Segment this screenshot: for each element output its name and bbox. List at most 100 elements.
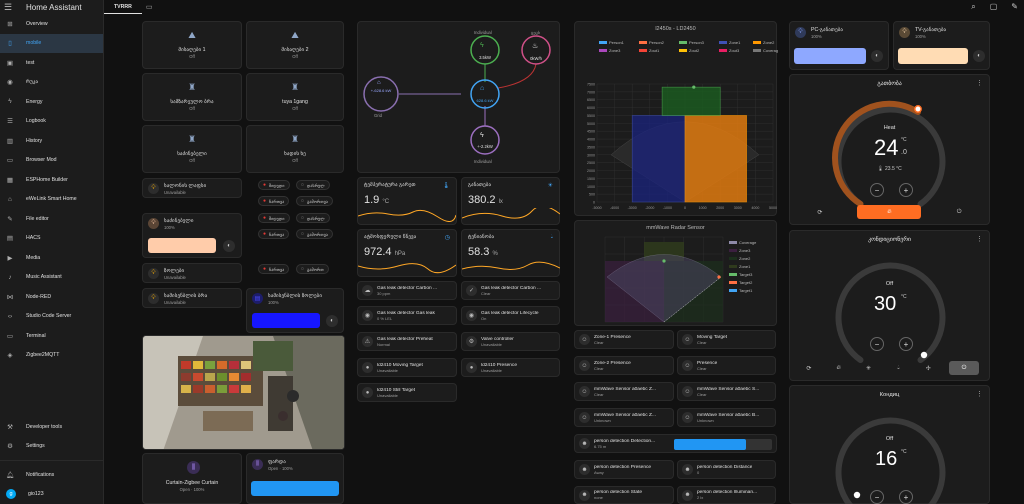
palette-icon[interactable]: ◐ — [871, 50, 883, 62]
switch-pill[interactable]: ● შიდედი — [258, 213, 290, 223]
entity-row[interactable]: ● ld2410 Moving Target Unavailable — [357, 358, 457, 377]
mode-dry-button[interactable]: 💧︎ — [897, 364, 900, 371]
mode-cool-button[interactable]: ✳ — [866, 365, 872, 372]
brightness-slider[interactable] — [252, 313, 320, 328]
entity-row[interactable]: ☻ person detection Presence Away — [574, 460, 674, 479]
increase-button[interactable]: + — [899, 183, 913, 197]
sidebar-item-terminal[interactable]: ▭ Terminal — [0, 326, 103, 346]
increase-button[interactable]: + — [899, 490, 913, 504]
menu-icon[interactable]: ☰ — [4, 1, 13, 12]
decrease-button[interactable]: − — [870, 490, 884, 504]
switch-pill[interactable]: ◌ დასრულ — [296, 213, 330, 223]
entity-row[interactable]: ◉ Gas leak detector Lifecycle On — [461, 306, 560, 325]
tile-sconce[interactable]: 💡︎ სამისენბლის ბრა Unavailable — [142, 288, 242, 308]
more-icon[interactable]: ⋮ — [976, 391, 983, 398]
switch-pill[interactable]: ◌ გამორთ — [296, 264, 329, 274]
tile-salon-lamp[interactable]: 💡︎ სალონის ლაფსი Unavailable — [142, 178, 242, 198]
mode-auto-button[interactable]: ⟳ — [817, 209, 823, 216]
tile-led-strip[interactable]: ▤ სამისენბლის ზოლები 100% ◐ — [246, 288, 344, 333]
entity-row[interactable]: ☺ Zone-2 Presence Clear — [574, 356, 674, 375]
entity-row[interactable]: ☺ Moving Target Clear — [677, 330, 776, 349]
sidebar-item-studio-code-server[interactable]: ‹› Studio Code Server — [0, 307, 103, 327]
sidebar-item-node-red[interactable]: ⋈ Node-RED — [0, 287, 103, 307]
entity-row[interactable]: ● ld2410 Presence Unavailable — [461, 358, 560, 377]
mode-fan-button[interactable]: ✢ — [925, 365, 931, 372]
entity-row[interactable]: ☺ mmWave Sensor a0aebc B... Unknown — [677, 408, 776, 427]
sidebar-item-developer-tools[interactable]: ⚒ Developer tools — [7, 423, 63, 431]
sidebar-item-settings[interactable]: ⚙ Settings — [7, 443, 45, 451]
entity-row[interactable]: ⚠ Gas leak detector Preheat Normal — [357, 332, 457, 351]
mode-off-button[interactable]: ⏻ — [949, 361, 980, 375]
entity-row[interactable]: ☻ person detection Illuminan... 2 lx — [677, 486, 776, 504]
tile-tv-light[interactable]: 💡︎ TV-განათება 100% ◐ — [893, 21, 990, 70]
switch-pill[interactable]: ● ჩართვა — [258, 229, 290, 239]
palette-icon[interactable]: ◐ — [973, 50, 985, 62]
light-tile[interactable]: ⛰ მისაღები 1 Off — [142, 21, 242, 69]
position-slider[interactable] — [251, 481, 339, 496]
tile-curtain[interactable]: ⫼ ფარდა Open · 100% — [246, 453, 344, 504]
assist-icon[interactable]: ▢ — [989, 2, 998, 11]
sidebar-item-hacs[interactable]: ▤ HACS — [0, 229, 103, 249]
tile-curtain-zigbee[interactable]: ⫼ Curtain-Zigbee Curtain Open · 100% — [142, 453, 242, 504]
switch-pill[interactable]: ◌ დასრულ — [296, 180, 330, 190]
sidebar-item-notifications[interactable]: 🔔︎ Notifications — [6, 471, 55, 479]
mode-off-button[interactable]: ⏻ — [956, 208, 962, 215]
brightness-slider[interactable] — [794, 48, 866, 64]
entity-row[interactable]: ☻ person detection Detection... 6.75 m — [574, 434, 777, 453]
edit-icon[interactable]: ✎ — [1011, 2, 1018, 11]
tile-bedroom-light[interactable]: 💡︎ საძინებელი 100% ◐ — [142, 213, 242, 258]
increase-button[interactable]: + — [899, 337, 913, 351]
more-icon[interactable]: ⋮ — [976, 80, 983, 87]
sidebar-item-zigbee2mqtt[interactable]: ◈ Zigbee2MQTT — [0, 346, 103, 366]
mode-heat-button[interactable]: 🔥︎ — [857, 205, 922, 219]
decrease-button[interactable]: − — [870, 183, 884, 197]
palette-icon[interactable]: ◐ — [223, 240, 235, 252]
switch-pill[interactable]: ◌ გამორთვა — [296, 229, 333, 239]
sidebar-item-music-assistant[interactable]: ♪ Music Assistant — [0, 268, 103, 288]
entity-row[interactable]: ● ld2410 Still Target Unavailable — [357, 383, 457, 402]
camera-feed[interactable] — [142, 335, 345, 450]
sidebar-item-user[interactable]: g gio123 — [0, 485, 104, 504]
brightness-slider[interactable] — [148, 238, 216, 253]
sidebar-item-overview[interactable]: ⊞ Overview — [0, 14, 103, 34]
light-tile[interactable]: ♜ საძინებელი Off — [142, 125, 242, 173]
entity-row[interactable]: ☺ mmWave Sensor a0aebc Z... Clear — [574, 382, 674, 401]
sidebar-item-file-editor[interactable]: ✎ File editor — [0, 209, 103, 229]
sidebar-item-history[interactable]: ▥ History — [0, 131, 103, 151]
sidebar-item-media[interactable]: ▶ Media — [0, 248, 103, 268]
tab-secondary-icon[interactable]: ▭ — [145, 4, 153, 11]
light-tile[interactable]: ♜ tuya 1gang Off — [246, 73, 344, 121]
sidebar-item-logbook[interactable]: ☰ Logbook — [0, 112, 103, 132]
decrease-button[interactable]: − — [870, 337, 884, 351]
entity-row[interactable]: ☺ Zone-1 Presence Clear — [574, 330, 674, 349]
entity-row[interactable]: ☻ person detection Distance 0 — [677, 460, 776, 479]
sidebar-item--[interactable]: ◉ რუკა — [0, 73, 103, 93]
entity-row[interactable]: ☺ Presence Clear — [677, 356, 776, 375]
entity-row[interactable]: ◉ Gas leak detector Gas leak 0 % LEL — [357, 306, 457, 325]
entity-row[interactable]: ☻ person detection State none — [574, 486, 674, 504]
entity-row[interactable]: ☺ mmWave Sensor a0aebc Z... Unknown — [574, 408, 674, 427]
more-icon[interactable]: ⋮ — [976, 236, 983, 243]
search-icon[interactable]: ⌕ — [971, 2, 976, 11]
switch-pill[interactable]: ◌ გამორთვა — [296, 196, 333, 206]
light-tile[interactable]: ♜ ხადის ხე Off — [246, 125, 344, 173]
entity-row[interactable]: ☁ Gas leak detector Carbon ... 30 ppm — [357, 281, 457, 300]
tile-strips[interactable]: 💡︎ ზოლები Unavailable — [142, 263, 242, 283]
entity-row[interactable]: ☺ mmWave Sensor a0aebc S... Clear — [677, 382, 776, 401]
sidebar-item-esphome-builder[interactable]: ▦ ESPHome Builder — [0, 170, 103, 190]
tile-pc-light[interactable]: 💡︎ PC-განათება 100% ◐ — [789, 21, 889, 70]
sidebar-item-browser-mod[interactable]: ▭ Browser Mod — [0, 151, 103, 171]
entity-row[interactable]: ✓ Gas leak detector Carbon ... Clear — [461, 281, 560, 300]
light-tile[interactable]: ⛰ მისაღები 2 Off — [246, 21, 344, 69]
entity-row[interactable]: ⚙ Valve controller Unavailable — [461, 332, 560, 351]
sidebar-item-energy[interactable]: ϟ Energy — [0, 92, 103, 112]
tab-tvrrr[interactable]: TVRRR — [104, 0, 142, 14]
switch-pill[interactable]: ● შიდედი — [258, 180, 290, 190]
light-tile[interactable]: ♜ სამზარეულო ბრა Off — [142, 73, 242, 121]
sidebar-item-mobile[interactable]: ▯ mobile — [0, 33, 103, 53]
mode-heat-button[interactable]: 🔥︎ — [836, 364, 841, 371]
sensor-card[interactable]: ატმოსფერული წნევა ◷ 972.4 hPa — [357, 229, 457, 277]
sidebar-item-ewelink-smart-home[interactable]: ⌂ eWeLink Smart Home — [0, 190, 103, 210]
sensor-card[interactable]: ტენიანობა 💧︎ 58.3 % — [461, 229, 560, 277]
sensor-card[interactable]: განათება ☀ 380.2 lx — [461, 177, 560, 225]
